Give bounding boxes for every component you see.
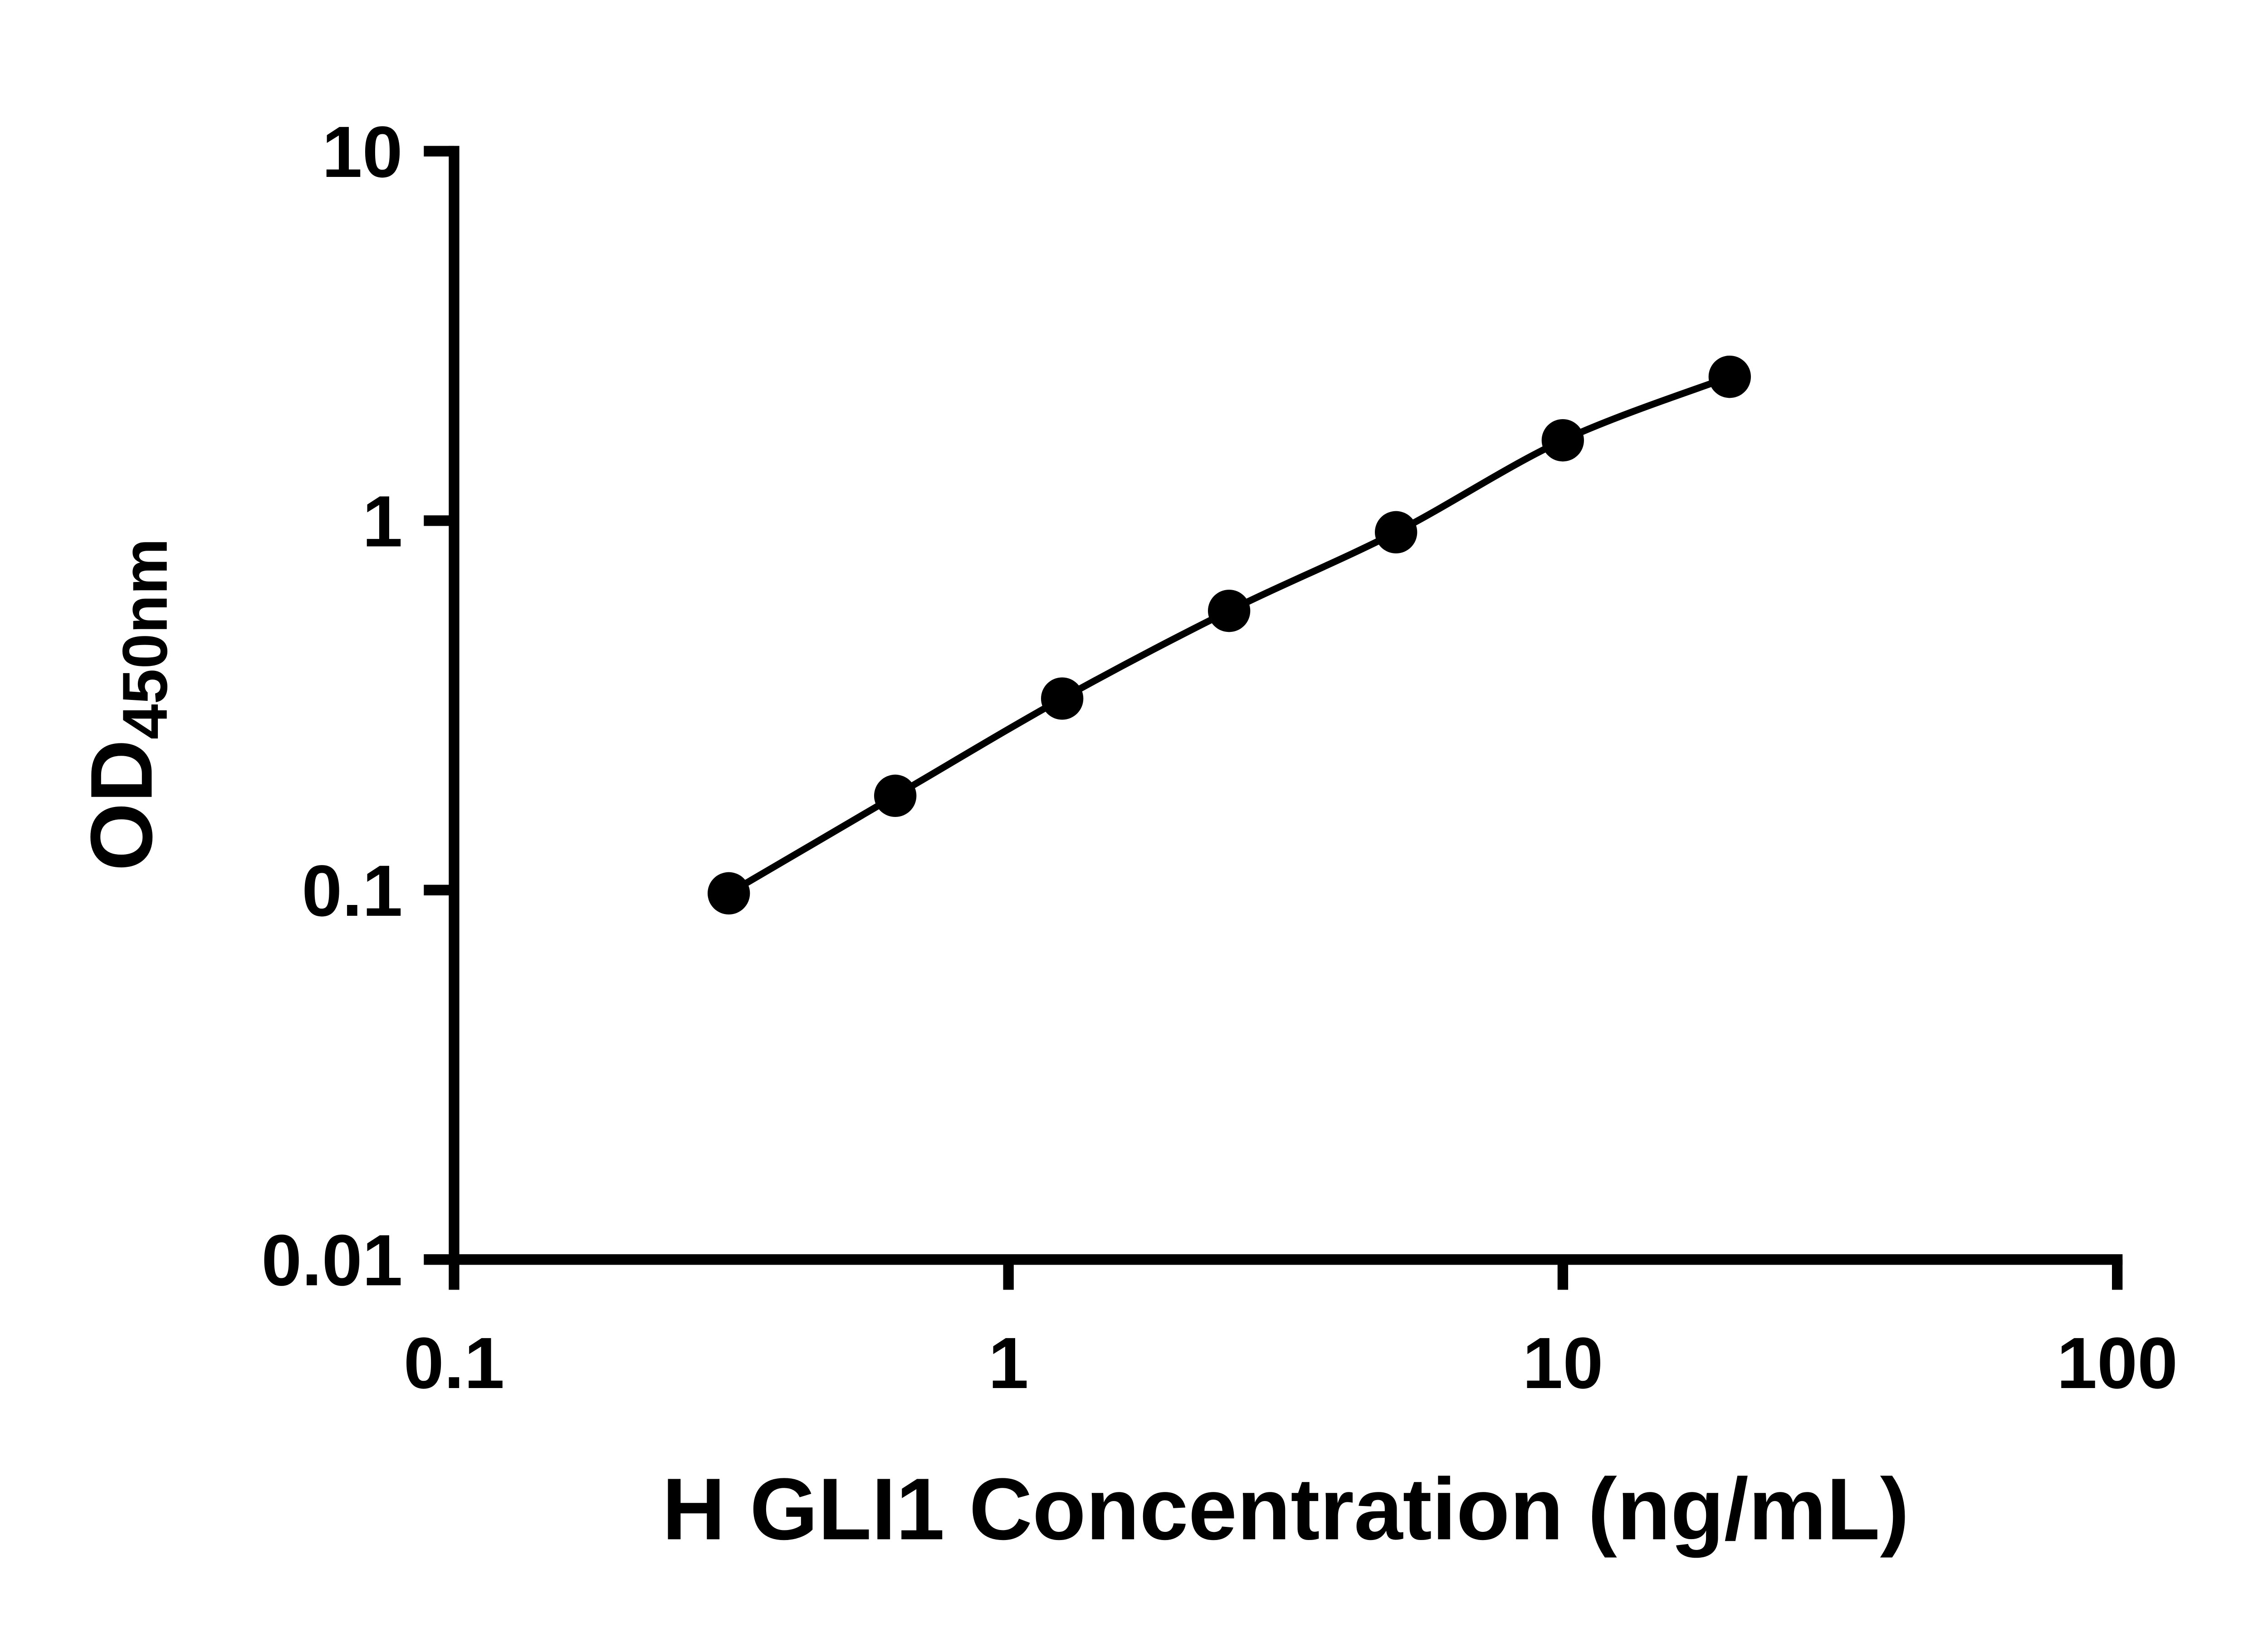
data-point (1375, 511, 1418, 553)
y-tick-label: 10 (322, 111, 403, 192)
data-point (1541, 419, 1584, 462)
y-tick-label: 0.1 (302, 850, 402, 931)
data-point (1208, 590, 1251, 632)
x-tick-label: 100 (2057, 1322, 2178, 1403)
x-axis-label: H GLI1 Concentration (ng/mL) (662, 1460, 1909, 1558)
x-tick-label: 1 (988, 1322, 1029, 1403)
standard-curve-line (727, 373, 1731, 896)
data-point (708, 872, 750, 914)
y-axis-label-subscript: 450nm (109, 538, 181, 740)
y-tick-label: 1 (362, 480, 403, 562)
data-point (1041, 677, 1084, 720)
data-point (1708, 356, 1751, 398)
y-axis-label: OD450nm (72, 538, 180, 871)
y-axis-label-main: OD (72, 739, 170, 871)
data-point (874, 774, 917, 817)
y-tick-label: 0.01 (261, 1219, 402, 1301)
x-tick-label: 10 (1522, 1322, 1603, 1403)
x-tick-label: 0.1 (404, 1322, 504, 1403)
